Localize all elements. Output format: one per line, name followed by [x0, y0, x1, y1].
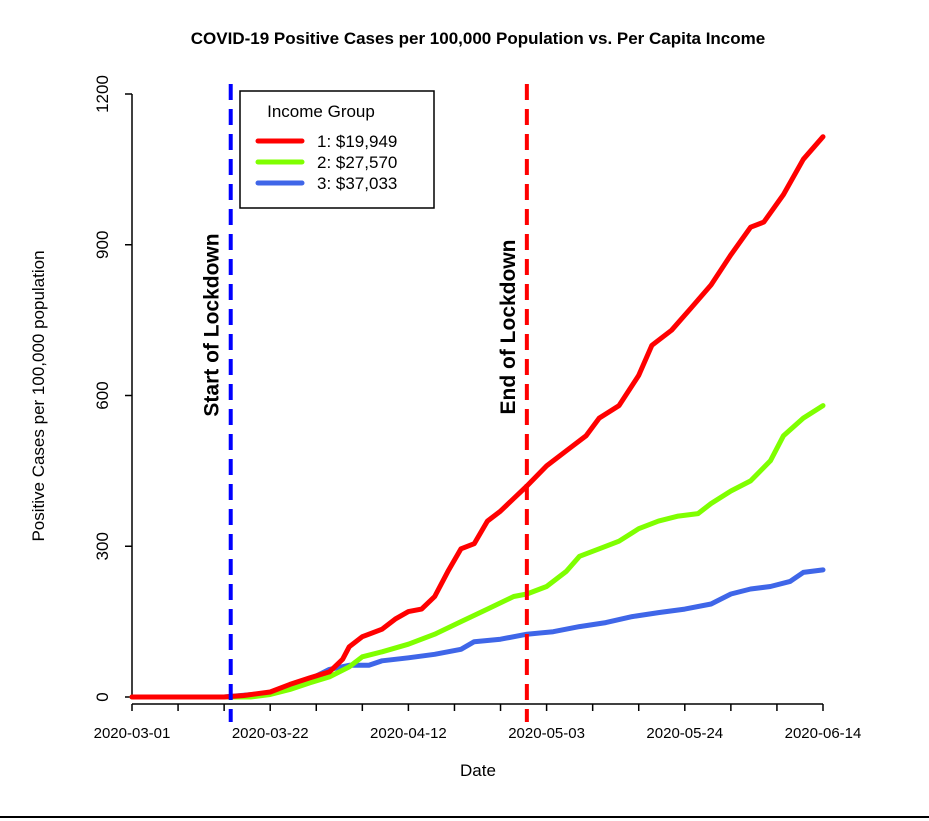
x-tick-label: 2020-05-24 [646, 725, 723, 742]
series-line [129, 134, 826, 700]
series-3 [129, 567, 826, 700]
series-line [129, 403, 826, 700]
legend-item: 1: $19,949 [255, 132, 397, 151]
legend-item: 2: $27,570 [255, 153, 397, 172]
legend-item: 3: $37,033 [255, 174, 397, 193]
y-tick-label: 600 [93, 381, 112, 409]
legend-box [239, 90, 435, 209]
y-tick-label: 0 [93, 692, 112, 701]
y-tick-label: 900 [93, 231, 112, 259]
x-tick-label: 2020-03-22 [232, 725, 309, 742]
x-axis-label: Date [460, 761, 496, 780]
legend: Income Group 1: $19,949 2: $27,570 3: $37,… [239, 90, 435, 209]
lockdown-label: End of Lockdown [497, 240, 520, 415]
lockdown-label: Start of Lockdown [201, 233, 224, 416]
y-tick-label: 1200 [93, 75, 112, 113]
legend-label: 1: $19,949 [317, 132, 397, 151]
x-tick-label: 2020-05-03 [508, 725, 585, 742]
legend-label: 2: $27,570 [317, 153, 397, 172]
series-1 [129, 134, 826, 700]
legend-label: 3: $37,033 [317, 174, 397, 193]
chart-title: COVID-19 Positive Cases per 100,000 Popu… [191, 29, 765, 48]
series-2 [129, 403, 826, 700]
y-tick-label: 300 [93, 532, 112, 560]
legend-title: Income Group [267, 102, 375, 121]
x-tick-label: 2020-04-12 [370, 725, 447, 742]
x-tick-label: 2020-03-01 [94, 725, 171, 742]
y-axis-label: Positive Cases per 100,000 population [29, 250, 48, 541]
x-tick-label: 2020-06-14 [785, 725, 862, 742]
series-line [129, 567, 826, 700]
